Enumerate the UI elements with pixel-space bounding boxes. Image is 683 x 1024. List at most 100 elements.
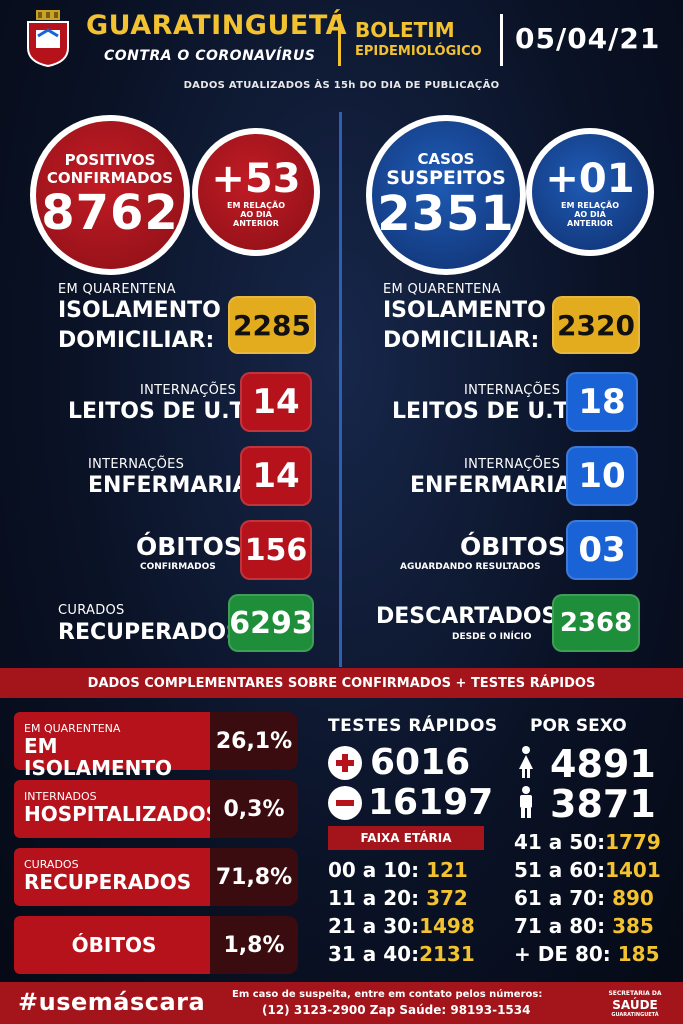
right-quarantine-big-1: ISOLAMENTO: [383, 298, 546, 323]
recovered-pct: 71,8%: [210, 848, 298, 906]
left-deaths-big: ÓBITOS:: [136, 532, 252, 561]
confirmed-delta-note: EM RELAÇÃO AO DIA ANTERIOR: [227, 200, 285, 228]
header-divider: [338, 14, 341, 66]
hospitalized-small: INTERNADOS: [24, 790, 97, 803]
age-value: 1498: [419, 914, 475, 938]
plus-icon: [328, 745, 362, 780]
hospitalized-row: INTERNADOS HOSPITALIZADOS 0,3%: [10, 780, 298, 838]
right-deaths-sub: AGUARDANDO RESULTADOS: [400, 562, 541, 572]
deaths-pct: 1,8%: [210, 916, 298, 974]
male-count: 3871: [516, 782, 656, 826]
right-discarded-big: DESCARTADOS:: [376, 604, 567, 629]
right-ward-value: 10: [566, 446, 638, 506]
left-quarantine-value: 2285: [228, 296, 316, 354]
confirmed-circle: POSITIVOS CONFIRMADOS 8762: [30, 115, 190, 275]
right-uti-big: LEITOS DE U.T.I:: [392, 399, 591, 424]
minus-icon: [328, 785, 362, 820]
male-icon: [516, 785, 536, 823]
complementary-band: DADOS COMPLEMENTARES SOBRE CONFIRMADOS +…: [0, 668, 683, 698]
isolation-pct: 26,1%: [210, 712, 298, 770]
health-dept-line-3: GUARATINGUETÁ: [611, 1012, 659, 1018]
age-value: 1401: [605, 858, 661, 882]
left-cured-small: CURADOS: [58, 603, 125, 618]
suspected-delta-circle: +01 EM RELAÇÃO AO DIA ANTERIOR: [526, 128, 654, 256]
right-deaths-big: ÓBITOS:: [460, 532, 576, 561]
by-sex-title: POR SEXO: [530, 716, 627, 736]
age-row: 61 a 70: 890: [514, 886, 654, 910]
contact-numbers: (12) 3123-2900 Zap Saúde: 98193-1534: [262, 1003, 531, 1017]
right-quarantine-big-2: DOMICILIAR:: [383, 328, 540, 353]
recovered-row: CURADOS RECUPERADOS 71,8%: [10, 848, 298, 906]
rapid-tests-title: TESTES RÁPIDOS: [328, 716, 498, 736]
suspected-circle: CASOS SUSPEITOS 2351: [366, 115, 526, 275]
deaths-pct-label: ÓBITOS: [71, 933, 157, 957]
age-value: 372: [426, 886, 468, 910]
hospitalized-pct: 0,3%: [210, 780, 298, 838]
confirmed-label-1: POSITIVOS: [64, 151, 156, 169]
suspected-value: 2351: [377, 186, 515, 242]
contact-note: Em caso de suspeita, entre em contato pe…: [232, 989, 543, 1000]
confirmed-delta-circle: +53 EM RELAÇÃO AO DIA ANTERIOR: [192, 128, 320, 256]
male-value: 3871: [550, 782, 656, 826]
left-ward-big: ENFERMARIA:: [88, 473, 259, 498]
rapid-positive: 6016: [328, 742, 470, 783]
right-deaths-value: 03: [566, 520, 638, 580]
right-ward-big: ENFERMARIA:: [410, 473, 581, 498]
suspected-delta-note: EM RELAÇÃO AO DIA ANTERIOR: [561, 200, 619, 228]
age-value: 121: [426, 858, 468, 882]
isolation-row: EM QUARENTENA EM ISOLAMENTO 26,1%: [10, 712, 298, 779]
left-quarantine-small: EM QUARENTENA: [58, 282, 176, 297]
left-cured-value: 6293: [228, 594, 314, 652]
health-dept-line-2: SAÚDE: [612, 998, 658, 1012]
age-row: + DE 80: 185: [514, 942, 660, 966]
age-value: 890: [612, 886, 654, 910]
update-note: DADOS ATUALIZADOS ÀS 15h DO DIA DE PUBLI…: [183, 80, 500, 91]
city-title: GUARATINGUETÁ: [86, 10, 348, 41]
bulletin-title: BOLETIM: [355, 18, 455, 42]
recovered-big: RECUPERADOS: [24, 870, 192, 894]
confirmed-label-2: CONFIRMADOS: [46, 169, 174, 187]
campaign-subtitle: CONTRA O CORONAVÍRUS: [104, 48, 316, 64]
column-divider: [339, 112, 342, 667]
left-deaths-sub: CONFIRMADOS: [140, 562, 216, 572]
left-ward-value: 14: [240, 446, 312, 506]
footer-bar: [0, 982, 683, 1024]
recovered-small: CURADOS: [24, 858, 79, 871]
right-ward-small: INTERNAÇÕES: [464, 457, 561, 472]
isolation-big: EM ISOLAMENTO: [24, 734, 173, 780]
age-row: 00 a 10: 121: [328, 858, 468, 882]
age-value: 385: [612, 914, 654, 938]
age-value: 1779: [605, 830, 661, 854]
mask-hashtag: #usemáscara: [18, 988, 206, 1016]
confirmed-delta: +53: [211, 155, 301, 202]
health-dept-line-1: SECRETARIA DA: [608, 990, 662, 997]
city-coat-of-arms: [22, 10, 74, 68]
female-count: 4891: [516, 742, 656, 786]
right-quarantine-value: 2320: [552, 296, 640, 354]
age-row: 31 a 40:2131: [328, 942, 475, 966]
suspected-label-2: SUSPEITOS: [386, 167, 506, 189]
age-row: 71 a 80: 385: [514, 914, 654, 938]
header-divider-date: [500, 14, 503, 66]
age-row: 11 a 20: 372: [328, 886, 468, 910]
isolation-small: EM QUARENTENA: [24, 722, 121, 735]
left-deaths-value: 156: [240, 520, 312, 580]
female-value: 4891: [550, 742, 656, 786]
age-row: 51 a 60:1401: [514, 858, 661, 882]
age-value: 2131: [419, 942, 475, 966]
rapid-negative: 16197: [328, 782, 493, 823]
left-uti-value: 14: [240, 372, 312, 432]
left-cured-big: RECUPERADOS:: [58, 620, 251, 645]
right-discarded-sub: DESDE O INÍCIO: [452, 632, 532, 642]
right-uti-value: 18: [566, 372, 638, 432]
age-value: 185: [617, 942, 660, 966]
bulletin-subtitle: EPIDEMIOLÓGICO: [355, 44, 482, 59]
right-uti-small: INTERNAÇÕES: [464, 383, 561, 398]
rapid-negative-value: 16197: [368, 782, 494, 823]
left-ward-small: INTERNAÇÕES: [88, 457, 185, 472]
suspected-delta: +01: [545, 155, 635, 202]
left-uti-small: INTERNAÇÕES: [140, 383, 237, 398]
publication-date: 05/04/21: [515, 22, 661, 55]
hospitalized-big: HOSPITALIZADOS: [24, 802, 220, 826]
female-icon: [516, 745, 536, 783]
